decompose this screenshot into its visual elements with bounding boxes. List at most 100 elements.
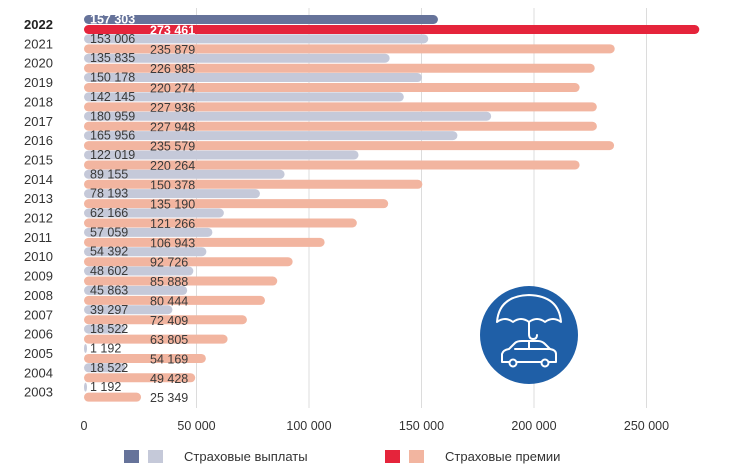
bar-premiums	[84, 257, 293, 267]
value-label-payouts: 180 959	[90, 109, 135, 123]
value-label-payouts: 1 192	[90, 341, 121, 355]
year-label: 2012	[24, 211, 53, 226]
bar-payouts	[84, 111, 492, 121]
bar-premiums	[84, 276, 278, 286]
value-label-premiums: 235 879	[150, 43, 195, 57]
value-label-payouts: 45 863	[90, 283, 128, 297]
year-label: 2014	[24, 172, 53, 187]
legend-label-payouts: Страховые выплаты	[184, 448, 308, 464]
value-label-payouts: 89 155	[90, 167, 128, 181]
value-label-payouts: 1 192	[90, 380, 121, 394]
bar-premiums	[84, 373, 196, 383]
value-label-payouts: 165 956	[90, 129, 135, 143]
value-label-premiums: 25 349	[150, 391, 188, 405]
value-label-payouts: 18 522	[90, 322, 128, 336]
year-label: 2018	[24, 94, 53, 109]
year-label: 2015	[24, 152, 53, 167]
bar-payouts	[84, 208, 224, 218]
bar-payouts	[84, 247, 207, 257]
value-label-premiums: 227 948	[150, 120, 195, 134]
year-label: 2006	[24, 327, 53, 342]
year-label: 2017	[24, 114, 53, 129]
x-tick-label: 100 000	[286, 419, 331, 433]
bar-premiums	[84, 334, 228, 344]
value-label-payouts: 54 392	[90, 245, 128, 259]
year-label: 2019	[24, 75, 53, 90]
year-label: 2004	[24, 365, 53, 380]
bar-payouts	[84, 73, 422, 83]
x-tick-label: 150 000	[399, 419, 444, 433]
value-label-premiums: 135 190	[150, 198, 195, 212]
year-label: 2005	[24, 346, 53, 361]
value-label-payouts: 78 193	[90, 187, 128, 201]
value-label-premiums: 106 943	[150, 236, 195, 250]
value-label-premiums: 85 888	[150, 275, 188, 289]
year-label: 2020	[24, 56, 53, 71]
value-label-payouts: 39 297	[90, 303, 128, 317]
value-label-payouts: 48 602	[90, 264, 128, 278]
x-tick-label: 200 000	[511, 419, 556, 433]
year-label: 2009	[24, 269, 53, 284]
value-label-payouts: 150 178	[90, 71, 135, 85]
value-label-payouts: 157 303	[90, 13, 135, 27]
legend-swatch-premiums-highlight	[385, 449, 400, 463]
value-label-payouts: 62 166	[90, 206, 128, 220]
value-label-premiums: 121 266	[150, 217, 195, 231]
year-label: 2007	[24, 307, 53, 322]
value-label-payouts: 57 059	[90, 225, 128, 239]
year-label: 2022	[24, 17, 53, 32]
bar-payouts	[84, 324, 126, 334]
legend-payouts: Страховые выплаты	[124, 446, 308, 466]
year-label: 2008	[24, 288, 53, 303]
bar-premiums	[84, 160, 580, 170]
bar-payouts	[84, 131, 458, 141]
value-label-premiums: 227 936	[150, 101, 195, 115]
legend-swatch-payouts	[148, 449, 163, 463]
bar-premiums	[84, 63, 595, 73]
legend-label-premiums: Страховые премии	[445, 448, 561, 464]
value-label-premiums: 72 409	[150, 314, 188, 328]
bar-payouts	[84, 169, 285, 179]
bar-premiums	[84, 83, 580, 93]
value-label-premiums: 226 985	[150, 62, 195, 76]
x-tick-label: 250 000	[624, 419, 669, 433]
bar-premiums	[84, 315, 247, 325]
bar-premiums	[84, 44, 615, 54]
legend-premiums: Страховые премии	[385, 446, 560, 466]
value-label-premiums: 220 264	[150, 159, 195, 173]
x-tick-label: 50 000	[177, 419, 215, 433]
year-label: 2021	[24, 36, 53, 51]
year-label: 2016	[24, 133, 53, 148]
bar-payouts	[84, 343, 87, 353]
bar-premiums	[84, 199, 389, 209]
value-label-payouts: 153 006	[90, 32, 135, 46]
bar-payouts	[84, 34, 429, 44]
umbrella-car-icon	[496, 294, 562, 368]
bar-payouts	[84, 382, 87, 392]
bar-premiums	[84, 218, 357, 228]
bar-payouts	[84, 189, 260, 199]
legend-swatch-payouts-highlight	[124, 449, 139, 463]
value-label-premiums: 63 805	[150, 333, 188, 347]
bar-payouts	[84, 227, 213, 237]
bar-premiums	[84, 121, 597, 131]
bar-payouts	[84, 92, 404, 102]
bar-premiums	[84, 295, 265, 305]
bar-premiums	[84, 237, 325, 247]
bar-payouts	[84, 305, 173, 315]
bar-premiums	[84, 25, 700, 34]
bar-premiums	[84, 392, 142, 402]
value-label-payouts: 135 835	[90, 51, 135, 65]
value-label-payouts: 142 145	[90, 90, 135, 104]
value-label-premiums: 150 378	[150, 178, 195, 192]
value-label-premiums: 235 579	[150, 140, 195, 154]
year-label: 2013	[24, 191, 53, 206]
value-label-payouts: 122 019	[90, 148, 135, 162]
value-label-premiums: 49 428	[150, 372, 188, 386]
value-label-payouts: 18 522	[90, 361, 128, 375]
bar-premiums	[84, 353, 206, 363]
value-label-premiums: 273 461	[150, 24, 195, 38]
bar-payouts	[84, 363, 126, 373]
legend-swatch-premiums	[409, 449, 424, 463]
